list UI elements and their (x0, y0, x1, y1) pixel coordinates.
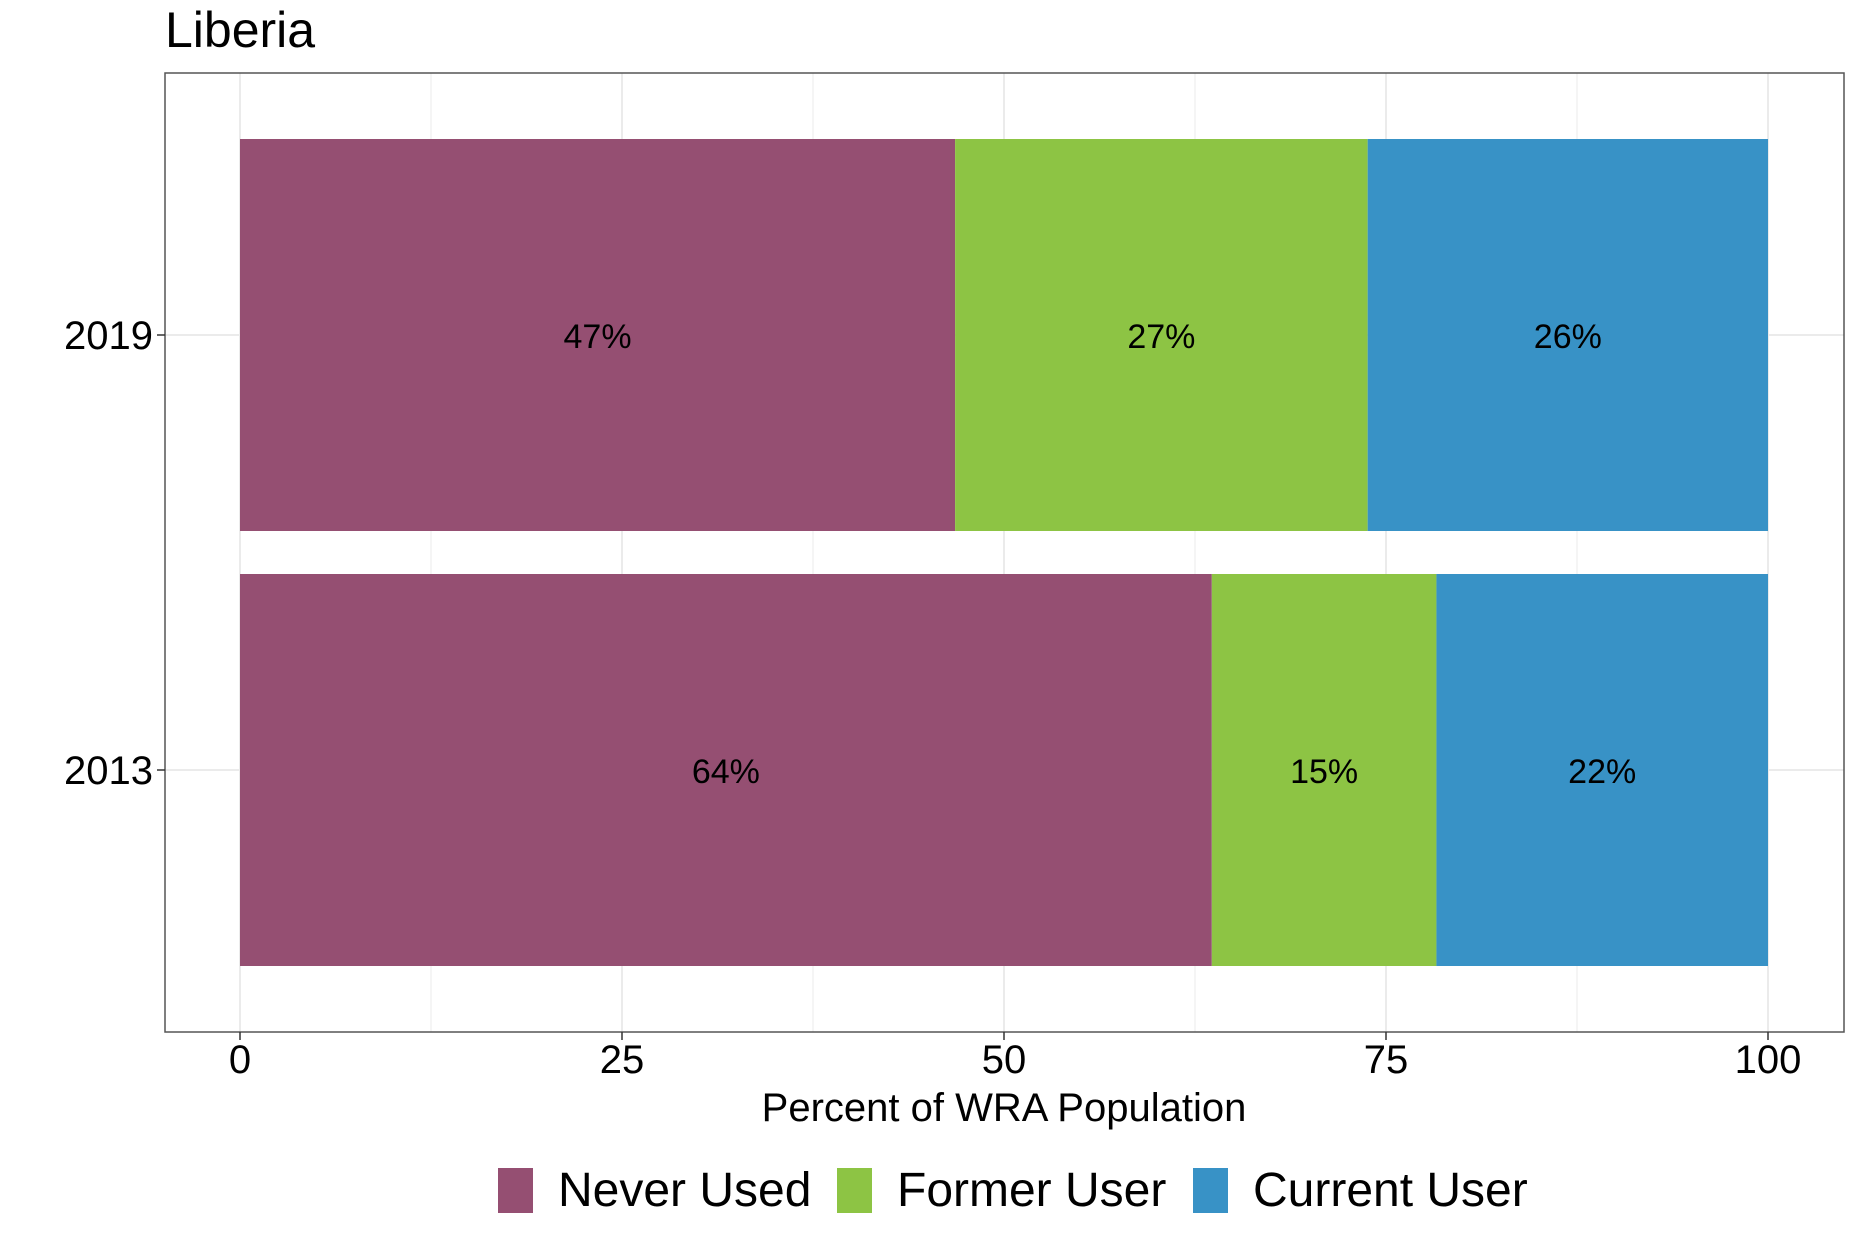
bars: 47% 27% 26% 64% 15% 22% (240, 139, 1768, 966)
data-label: 22% (1568, 753, 1636, 791)
axes: 2019 2013 0 25 50 75 100 (64, 314, 1801, 1082)
legend: Never Used Former User Current User (498, 1164, 1528, 1217)
x-tick-label: 50 (982, 1038, 1027, 1082)
legend-label: Current User (1253, 1164, 1528, 1217)
bar-segment-never-used (240, 574, 1212, 966)
x-tick-label: 75 (1364, 1038, 1409, 1082)
data-label: 64% (692, 753, 760, 791)
data-label: 27% (1127, 318, 1195, 356)
bar-segment-current-user (1367, 139, 1768, 531)
data-label: 26% (1534, 318, 1602, 356)
y-tick-label: 2019 (64, 314, 153, 358)
data-label: 15% (1290, 753, 1358, 791)
legend-swatch-current-user (1193, 1168, 1228, 1213)
x-tick-label: 25 (600, 1038, 645, 1082)
legend-label: Never Used (558, 1164, 811, 1217)
legend-swatch-never-used (498, 1168, 533, 1213)
y-tick-label: 2013 (64, 749, 153, 793)
bar-segment-current-user (1436, 574, 1768, 966)
legend-label: Former User (897, 1164, 1166, 1217)
x-tick-label: 0 (229, 1038, 251, 1082)
data-label: 47% (564, 318, 632, 356)
bar-segment-former-user (1211, 574, 1437, 966)
legend-swatch-former-user (837, 1168, 872, 1213)
bar-segment-never-used (240, 139, 956, 531)
chart-title: Liberia (165, 2, 315, 58)
x-axis-label: Percent of WRA Population (762, 1086, 1247, 1130)
bar-segment-former-user (955, 139, 1368, 531)
x-tick-label: 100 (1735, 1038, 1802, 1082)
